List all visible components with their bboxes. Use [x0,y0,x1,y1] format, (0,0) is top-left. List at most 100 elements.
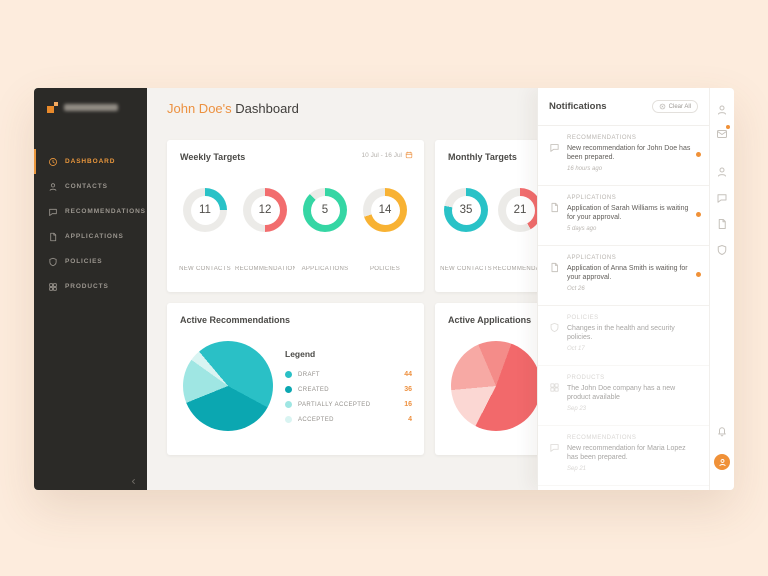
monthly-donut-row: 35 21 [439,188,547,232]
legend-value: 44 [404,371,412,378]
sidebar-item-contacts[interactable]: CONTACTS [34,174,147,199]
notification-text: New recommendation for John Doe has been… [567,145,691,162]
contacts-icon[interactable] [716,165,728,177]
notification-badge [726,125,730,129]
chevron-left-icon [131,478,135,485]
notification-item[interactable]: RECOMMENDATIONS New recommendation for M… [538,426,709,486]
bell-icon[interactable] [716,424,728,437]
document-icon [549,195,560,245]
chat-icon [49,208,57,216]
unread-dot [696,272,701,277]
donut-applications: 5 [295,188,355,232]
legend-label: DRAFT [298,371,320,378]
notification-item[interactable]: APPLICATIONS Application of Sarah Willia… [538,186,709,246]
unread-dot [696,212,701,217]
monthly-donut-labels: NEW CONTACTS RECOMMENDATIONS [439,266,547,272]
sidebar-item-label: CONTACTS [65,183,108,190]
notification-item[interactable]: PRODUCTS The John Doe company has a new … [538,366,709,426]
inbox-icon[interactable] [716,125,730,139]
clear-all-label: Clear All [668,103,691,110]
notification-category: RECOMMENDATIONS [567,435,637,441]
notification-text: Application of Anna Smith is waiting for… [567,265,688,282]
weekly-donut-labels: NEW CONTACTS RECOMMENDATIONS APPLICATION… [175,266,415,272]
active-recommendations-card: Active Recommendations Legend DRAFT 44 C… [167,303,424,455]
notification-item[interactable]: APPLICATIONS Application of Anna Smith i… [538,246,709,306]
document-icon[interactable] [716,217,728,229]
shield-icon [549,315,560,365]
date-range-label: 10 Jul - 16 Jul [361,151,402,159]
sidebar: DASHBOARD CONTACTS RECOMMENDATIONS APPLI… [34,88,147,490]
donut-new-contacts: 35 [439,188,493,232]
notification-category: POLICIES [567,315,599,321]
icon-rail [709,88,734,490]
sidebar-item-recommendations[interactable]: RECOMMENDATIONS [34,199,147,224]
sidebar-item-products[interactable]: PRODUCTS [34,274,147,299]
notification-text: Changes in the health and security polic… [567,325,675,342]
grid-icon [49,282,57,291]
chat-icon[interactable] [716,191,728,203]
donut-value: 12 [250,195,280,225]
legend-dot [285,416,292,423]
legend-label: PARTIALLY ACCEPTED [298,401,371,408]
app-window: DASHBOARD CONTACTS RECOMMENDATIONS APPLI… [34,88,734,490]
notifications-panel: Notifications Clear All RECOMMENDATIONS … [537,88,709,490]
legend-value: 16 [404,401,412,408]
legend-label: ACCEPTED [298,416,334,423]
notification-item[interactable]: POLICIES Changes in the health and secur… [538,306,709,366]
avatar-button[interactable] [714,454,730,470]
sidebar-item-applications[interactable]: APPLICATIONS [34,224,147,249]
weekly-targets-card: Weekly Targets 10 Jul - 16 Jul 11 12 5 [167,140,424,292]
legend-row: DRAFT 44 [285,367,412,382]
notifications-header: Notifications Clear All [538,88,709,126]
donut-label: RECOMMENDATIONS [493,266,547,272]
notification-category: RECOMMENDATIONS [567,135,637,141]
grid-icon [549,375,560,425]
date-range-picker[interactable]: 10 Jul - 16 Jul [362,151,413,159]
donut-value: 5 [310,195,340,225]
clear-all-button[interactable]: Clear All [651,100,698,113]
shield-icon[interactable] [716,243,728,255]
notification-category: APPLICATIONS [567,195,617,201]
legend-row: ACCEPTED 4 [285,412,412,427]
legend-value: 4 [408,416,412,423]
donut-label: NEW CONTACTS [440,266,492,272]
donut-policies: 14 [355,188,415,232]
clear-all-icon [659,103,665,110]
sidebar-item-label: PRODUCTS [65,283,109,290]
main-content: John Doe's Dashboard Weekly Targets 10 J… [147,88,692,490]
notification-time: Oct 26 [567,285,585,292]
page-title-owner: John Doe's [167,101,232,116]
person-icon [49,182,57,191]
donut-recommendations: 21 [493,188,547,232]
notification-time: Sep 21 [567,465,587,472]
sidebar-collapse-button[interactable] [129,473,141,485]
notification-item[interactable]: RECOMMENDATIONS New recommendation for J… [538,126,709,186]
applications-pie-chart [451,341,541,431]
legend-title: Legend [285,349,316,359]
recommendations-pie-chart [183,341,273,431]
sidebar-item-policies[interactable]: POLICIES [34,249,147,274]
card-title: Monthly Targets [448,152,517,162]
notifications-title: Notifications [549,101,607,112]
chat-icon [549,135,560,185]
donut-recommendations: 12 [235,188,295,232]
legend: Legend DRAFT 44 CREATED 36 PARTIALLY ACC… [285,349,412,427]
weekly-donut-row: 11 12 5 14 [175,188,415,232]
logo-blurred-text [64,104,118,111]
document-icon [50,232,57,241]
notification-time: Sep 23 [567,405,587,412]
notification-category: APPLICATIONS [567,255,617,261]
sidebar-item-dashboard[interactable]: DASHBOARD [34,149,147,174]
legend-label: CREATED [298,386,330,393]
notification-time: 16 hours ago [567,165,603,172]
shield-icon [49,257,57,266]
donut-value: 11 [190,195,220,225]
page-title-main: Dashboard [235,101,299,116]
sidebar-item-label: DASHBOARD [65,158,116,165]
calendar-icon [405,151,413,159]
profile-icon[interactable] [716,103,728,115]
donut-value: 35 [451,195,481,225]
page-title: John Doe's Dashboard [167,101,299,116]
notification-time: 5 days ago [567,225,597,232]
